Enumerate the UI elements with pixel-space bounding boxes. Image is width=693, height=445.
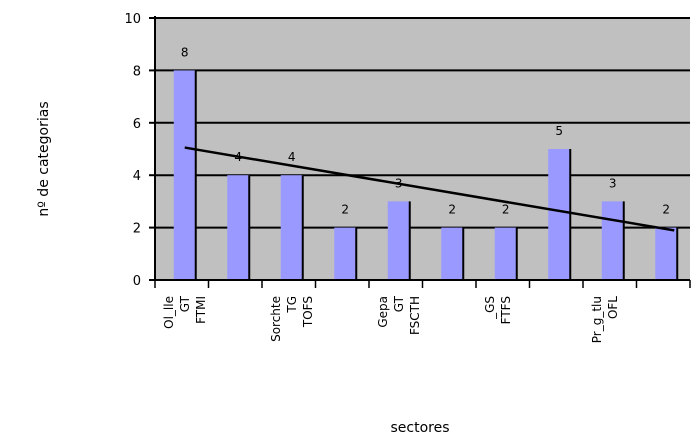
- data-label-1: 4: [234, 150, 242, 164]
- data-label-5: 2: [448, 203, 456, 217]
- x-category-label-2-2: TOFS: [301, 296, 315, 328]
- bar-7: [548, 149, 571, 280]
- x-axis-title: sectores: [390, 420, 449, 436]
- x-category-label-4-1: GT: [392, 295, 406, 312]
- bar-5: [441, 227, 464, 280]
- x-category-label-6-0: _GS: [483, 296, 497, 320]
- bar-9: [655, 227, 678, 280]
- x-category-label-4-2: FSCTH: [408, 296, 422, 335]
- y-tick-label-6: 6: [133, 117, 141, 132]
- y-axis-title: nº de categorias: [36, 101, 52, 216]
- y-tick-label-0: 0: [133, 274, 141, 289]
- bar-2: [280, 175, 303, 280]
- x-category-label-2-1: TG: [285, 296, 299, 314]
- x-category-labels: Ol_lle GT FTMI Sorchte TG TOFS Gepa GT FSCTH _GS F…: [162, 295, 620, 343]
- data-label-6: 2: [502, 203, 510, 217]
- data-label-9: 2: [662, 203, 670, 217]
- data-label-3: 2: [341, 203, 349, 217]
- x-category-label-8-0: Pr_g_tlu: [590, 296, 604, 343]
- x-category-label-0-2: FTMI: [194, 296, 208, 324]
- data-label-7: 5: [555, 124, 563, 138]
- x-category-label-2-0: Sorchte: [269, 296, 283, 342]
- y-tick-label-2: 2: [133, 222, 141, 237]
- x-category-label-6-1: FTFS: [499, 296, 513, 324]
- x-category-label-8-1: OFL: [606, 296, 620, 319]
- data-label-2: 4: [288, 150, 296, 164]
- bar-4: [387, 201, 410, 280]
- bar-3: [334, 227, 357, 280]
- y-tick-label-8: 8: [133, 64, 141, 79]
- trendline: [184, 146, 675, 232]
- bar-6: [494, 227, 517, 280]
- bar-1: [227, 175, 250, 280]
- x-category-label-0-0: Ol_lle: [162, 296, 176, 329]
- bar-8: [601, 201, 624, 280]
- data-label-8: 3: [609, 176, 617, 190]
- data-label-0: 8: [181, 45, 189, 59]
- y-tick-label-4: 4: [133, 169, 141, 184]
- y-tick-labels: 0 2 4 6 8 10: [124, 12, 141, 289]
- x-category-label-4-0: Gepa: [376, 296, 390, 328]
- data-labels: 8 4 4 2 3 2 2 5 3 2: [181, 45, 670, 216]
- x-category-label-0-1: GT: [178, 295, 192, 312]
- trendline-line: [184, 146, 675, 232]
- bar-0: [173, 70, 196, 281]
- axes: [149, 16, 691, 288]
- data-label-4: 3: [395, 176, 403, 190]
- y-tick-label-10: 10: [124, 12, 141, 27]
